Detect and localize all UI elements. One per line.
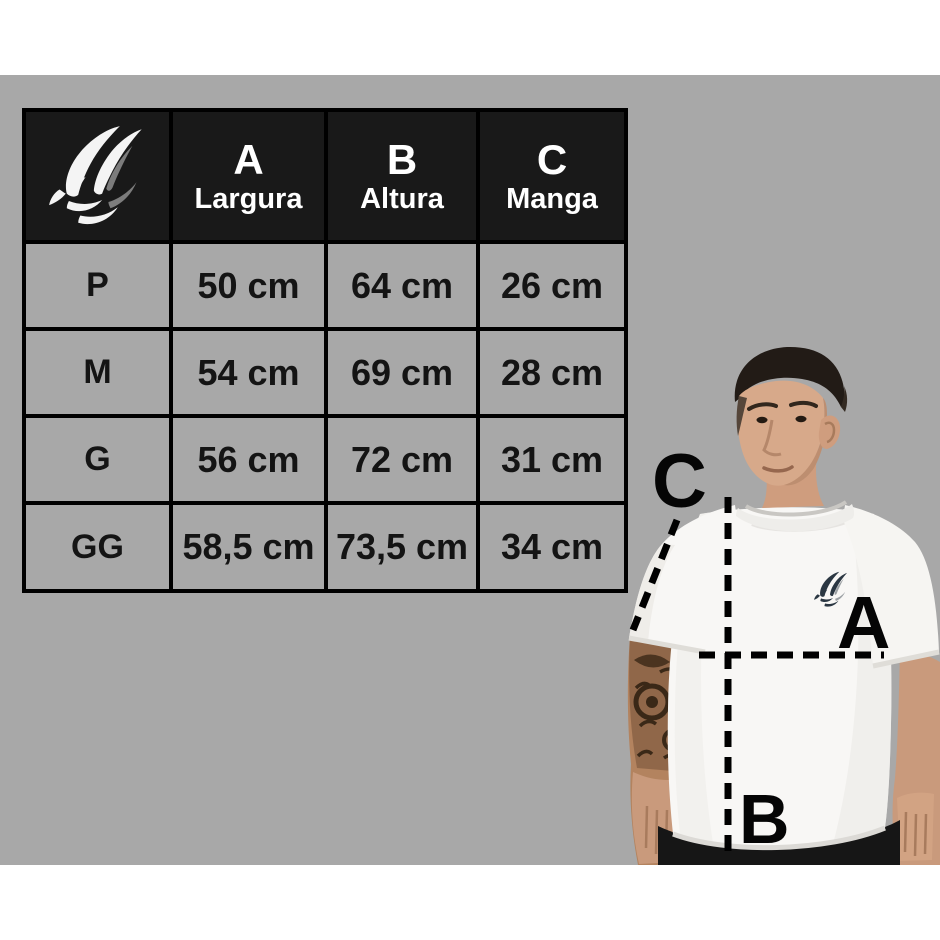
black-shorts: [658, 820, 900, 865]
column-header-altura: B Altura: [328, 112, 476, 240]
eagle-logo-icon: [48, 126, 142, 225]
value-manga-p: 26 cm: [480, 244, 624, 327]
value-altura-p: 64 cm: [328, 244, 476, 327]
value-largura-m: 54 cm: [173, 331, 324, 414]
value-largura-g: 56 cm: [173, 418, 324, 501]
value-manga-gg: 34 cm: [480, 505, 624, 589]
measure-label-b: B: [739, 780, 790, 858]
measure-label-a: A: [837, 581, 891, 664]
size-cell-m: M: [26, 331, 169, 414]
column-label: Altura: [360, 183, 444, 216]
value-manga-g: 31 cm: [480, 418, 624, 501]
value-manga-m: 28 cm: [480, 331, 624, 414]
size-cell-p: P: [26, 244, 169, 327]
right-arm: [892, 648, 940, 865]
column-label: Largura: [194, 183, 303, 216]
column-letter: B: [386, 135, 418, 183]
value-largura-p: 50 cm: [173, 244, 324, 327]
column-header-manga: C Manga: [480, 112, 624, 240]
model-photo: [627, 346, 940, 865]
measure-label-c: C: [652, 439, 707, 524]
value-largura-gg: 58,5 cm: [173, 505, 324, 589]
value-altura-gg: 73,5 cm: [328, 505, 476, 589]
size-cell-g: G: [26, 418, 169, 501]
value-altura-m: 69 cm: [328, 331, 476, 414]
size-cell-gg: GG: [26, 505, 169, 589]
column-letter: A: [233, 135, 264, 183]
size-chart-table: A Largura B Altura C Manga P 50 cm 64 cm…: [22, 108, 628, 593]
column-letter: C: [536, 135, 568, 183]
header-logo-cell: [26, 112, 169, 240]
model-head: [734, 346, 848, 486]
column-header-largura: A Largura: [173, 112, 324, 240]
column-label: Manga: [506, 183, 598, 216]
value-altura-g: 72 cm: [328, 418, 476, 501]
